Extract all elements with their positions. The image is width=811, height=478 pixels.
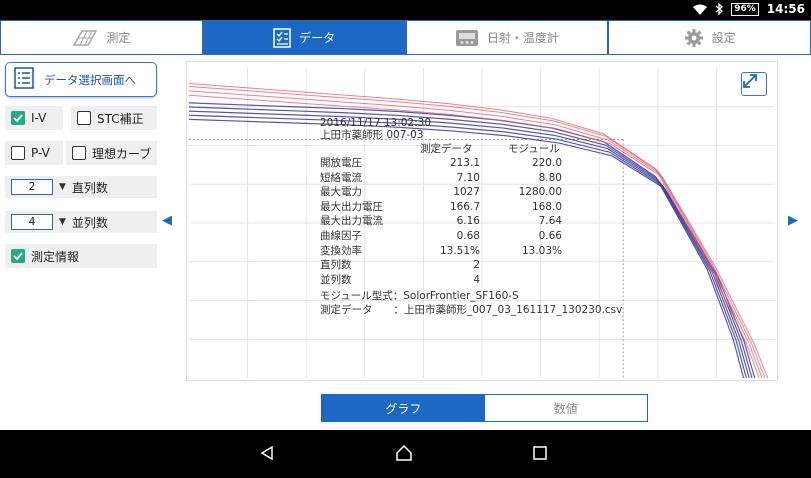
parallel-count-row: 4 ▼ 並列数: [5, 211, 157, 233]
info-row-label: 曲線因子: [320, 230, 362, 242]
parallel-count-input[interactable]: 4: [11, 214, 53, 230]
tab-settings[interactable]: 設定: [608, 20, 811, 54]
info-row-module: 0.66: [538, 230, 562, 242]
parallel-count-label: 並列数: [71, 215, 108, 230]
info-row-measured: 4: [473, 273, 480, 286]
info-row-module: 1280.00: [518, 186, 562, 199]
view-toggle: グラフ 数値: [321, 394, 648, 422]
pv-checkbox[interactable]: [11, 146, 25, 160]
gear-icon: [684, 28, 704, 48]
pv-option[interactable]: P-V: [5, 141, 63, 165]
pv-label: P-V: [31, 146, 50, 160]
scroll-right-icon[interactable]: ▶: [788, 213, 798, 228]
main-tabs: 測定 データ 日射・温度計 設定: [0, 20, 811, 55]
wifi-icon: [693, 4, 708, 15]
info-site: 上田市薬師形 007-03: [320, 129, 424, 141]
info-row-label: 最大電力: [320, 186, 362, 199]
info-row-measured: 7.10: [456, 171, 480, 184]
info-data-file: 測定データ ：上田市薬師形_007_03_161117_130230.csv: [320, 304, 623, 316]
chevron-down-icon[interactable]: ▼: [59, 217, 66, 227]
info-row-label: 変換効率: [320, 244, 362, 257]
iv-curve-blue: [188, 106, 747, 379]
values-button[interactable]: 数値: [484, 395, 647, 421]
info-row-label: 直列数: [320, 259, 352, 272]
status-bar: 96% 14:56: [0, 0, 811, 20]
sidebar: データ選択画面へ I-V STC補正 P-V 理想カーブ 2 ▼ 直列数 4 ▼…: [0, 56, 180, 428]
tab-data-label: データ: [299, 31, 336, 45]
meter-icon: [455, 29, 479, 47]
info-col-measured: 測定データ: [420, 143, 473, 155]
iv-label: I-V: [31, 111, 47, 125]
scroll-left-icon[interactable]: ◀: [162, 213, 172, 228]
tab-measure-label: 測定: [106, 31, 131, 45]
series-count-label: 直列数: [71, 180, 108, 195]
iv-chart: [186, 61, 778, 381]
stc-option[interactable]: STC補正: [71, 106, 157, 130]
series-count-input[interactable]: 2: [11, 179, 53, 195]
iv-curve-red: [188, 85, 763, 379]
tab-settings-label: 設定: [711, 31, 736, 45]
series-count-row: 2 ▼ 直列数: [5, 176, 157, 198]
tab-data[interactable]: データ: [202, 20, 406, 54]
info-row-measured: 213.1: [449, 157, 480, 169]
info-row-label: 開放電圧: [320, 157, 362, 169]
info-row-label: 最大出力電流: [320, 215, 383, 228]
ideal-curve-checkbox[interactable]: [72, 146, 86, 160]
info-row-measured: 6.16: [456, 215, 480, 228]
recents-icon[interactable]: [525, 438, 555, 468]
info-row-label: 最大出力電圧: [320, 200, 383, 213]
info-checkbox[interactable]: [11, 249, 25, 263]
graph-button[interactable]: グラフ: [322, 395, 485, 421]
chevron-down-icon[interactable]: ▼: [59, 182, 66, 192]
info-row-measured: 166.7: [449, 200, 480, 213]
bluetooth-icon: [715, 3, 724, 15]
info-row-measured: 0.68: [456, 230, 480, 242]
info-row-measured: 1027: [453, 186, 480, 199]
ideal-curve-option[interactable]: 理想カーブ: [66, 141, 157, 165]
ideal-curve-label: 理想カーブ: [92, 146, 152, 161]
iv-curve-red: [188, 83, 760, 379]
list-icon: [14, 67, 34, 92]
tab-meter[interactable]: 日射・温度計: [405, 20, 609, 54]
info-col-module: モジュール: [508, 143, 560, 155]
info-row-measured: 2: [473, 259, 480, 272]
info-row-label: 並列数: [320, 273, 352, 286]
home-icon[interactable]: [389, 438, 419, 468]
data-select-button[interactable]: データ選択画面へ: [5, 62, 157, 97]
info-row-module: 7.64: [538, 215, 562, 228]
data-select-label: データ選択画面へ: [44, 72, 136, 87]
info-row-module: 8.80: [538, 171, 562, 184]
navigation-bar: [0, 430, 811, 478]
back-icon[interactable]: [252, 438, 282, 468]
info-row-module: 220.0: [531, 157, 562, 169]
data-list-icon: [273, 27, 291, 48]
iv-curve-red: [188, 90, 766, 379]
info-option[interactable]: 測定情報: [5, 244, 157, 268]
info-datetime: 2016/11/17 13:02:30: [320, 117, 432, 129]
stc-label: STC補正: [97, 111, 144, 126]
tab-measure[interactable]: 測定: [0, 20, 203, 54]
battery-indicator: 96%: [731, 2, 759, 16]
tab-meter-label: 日射・温度計: [486, 31, 559, 45]
chart-canvas: [188, 68, 775, 379]
info-label: 測定情報: [31, 249, 80, 264]
expand-button[interactable]: [741, 72, 767, 96]
stc-checkbox[interactable]: [77, 111, 91, 125]
info-row-module: 13.03%: [521, 244, 562, 257]
iv-option[interactable]: I-V: [5, 106, 63, 130]
info-row-measured: 13.51%: [439, 244, 480, 257]
info-row-module: 168.0: [531, 200, 562, 213]
info-module-type: モジュール型式：SolorFrontier_SF160-S: [320, 290, 519, 302]
iv-checkbox[interactable]: [11, 111, 25, 125]
pv-panel-icon: [72, 29, 98, 47]
clock: 14:56: [766, 2, 805, 16]
iv-curve-red: [188, 94, 769, 379]
info-row-label: 短絡電流: [320, 171, 362, 184]
